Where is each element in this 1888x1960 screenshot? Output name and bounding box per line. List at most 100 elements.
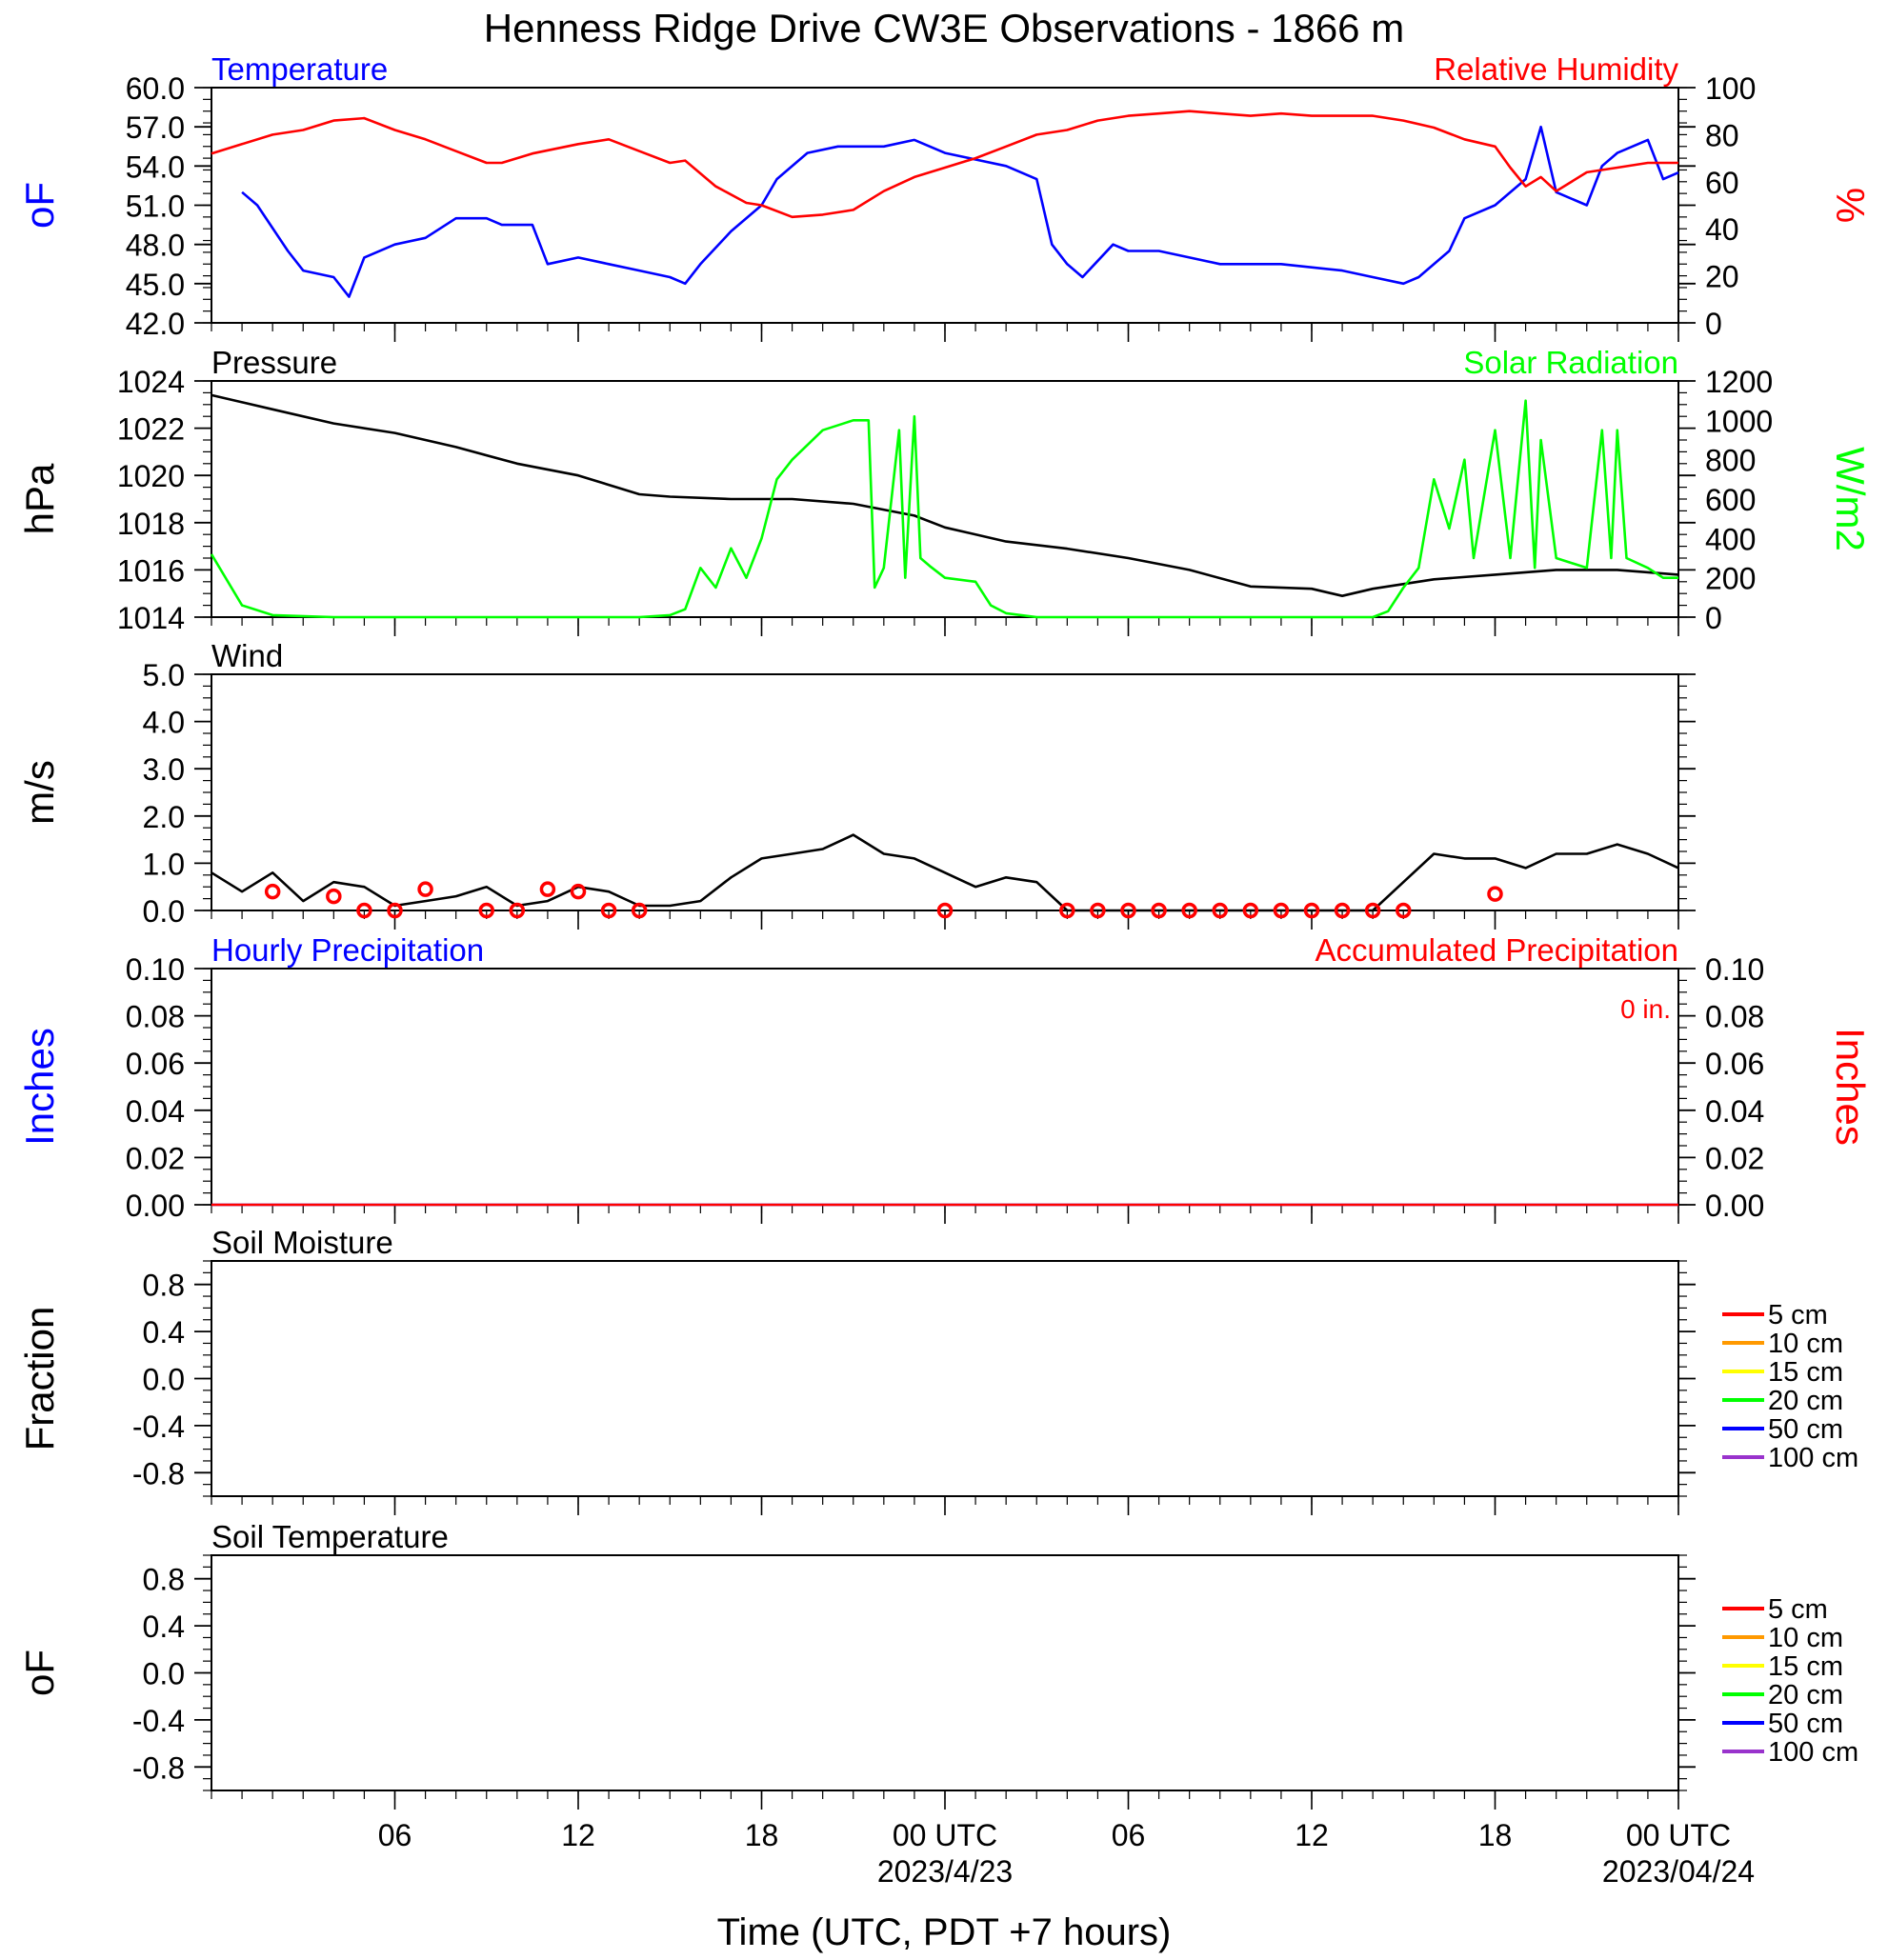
legend-label: 5 cm: [1768, 1300, 1828, 1330]
legend-label: 100 cm: [1768, 1737, 1858, 1768]
plot-frame: [211, 1260, 1679, 1497]
y-tick-label: -0.8: [132, 1456, 185, 1490]
y2-tick-label: 0.04: [1705, 1094, 1764, 1129]
x-tick-date: 2023/04/24: [1602, 1854, 1755, 1889]
plot-frame: [211, 673, 1679, 911]
wind-observation-marker: [1273, 902, 1290, 919]
panel-precipitation: 0.00 0.02 0.04 0.06 0.08 0.10 0.00 0.02 0.04 0.06…: [17, 932, 1873, 1224]
x-tick-label: 06: [378, 1818, 412, 1852]
y2-tick-label: 200: [1705, 562, 1756, 596]
y-tick-label: 54.0: [126, 150, 185, 184]
wind-observation-marker: [1487, 886, 1503, 902]
y-tick-label: 0.0: [143, 1363, 185, 1397]
wind-observation-marker: [1242, 902, 1259, 919]
wind-observation-marker: [1212, 902, 1228, 919]
legend-label: 15 cm: [1768, 1651, 1843, 1682]
y2-tick-label: 0.02: [1705, 1141, 1764, 1175]
y-tick-label: 3.0: [143, 752, 185, 787]
y-tick-label: 0.02: [126, 1141, 185, 1175]
y-tick-label: 57.0: [126, 110, 185, 145]
panel-pressure: 1014 1016 1018 1020 1022 1024 0 200 400 600 800 100…: [17, 345, 1873, 636]
wind-observation-marker: [1120, 902, 1136, 919]
y2-tick-label: 80: [1705, 118, 1739, 152]
wind-observation-marker: [1396, 902, 1412, 919]
wind-observation-marker: [326, 888, 342, 905]
panels: 42.0 45.0 48.0 51.0 54.0 57.0 60.0 0 20 40 60 80 100…: [17, 51, 1873, 1889]
y2-tick-label: 400: [1705, 522, 1756, 556]
y-axis-label-right: %: [1828, 188, 1873, 223]
y2-tick-label: 600: [1705, 483, 1756, 517]
y-axis-label-left: m/s: [17, 760, 62, 825]
panel-title-left: Soil Temperature: [211, 1519, 449, 1554]
y-tick-label: 0.4: [143, 1315, 185, 1350]
wind-observation-marker: [570, 883, 587, 900]
y-tick-label: 1022: [117, 412, 185, 447]
x-tick-label: 00 UTC: [1626, 1818, 1731, 1852]
panel-title-left: Wind: [211, 638, 283, 673]
wind-observation-marker: [1303, 902, 1320, 919]
y-tick-label: -0.8: [132, 1750, 185, 1785]
wind-observation-marker: [936, 902, 954, 919]
y-axis-label-right: W/m2: [1828, 447, 1873, 551]
legend-label: 100 cm: [1768, 1443, 1858, 1473]
wind-observation-marker: [1090, 902, 1106, 919]
panel-temperature: 42.0 45.0 48.0 51.0 54.0 57.0 60.0 0 20 40 60 80 100…: [17, 51, 1873, 342]
wind-observation-marker: [478, 902, 494, 919]
wind-observation-marker: [539, 881, 556, 897]
wind-observation-marker: [1364, 902, 1381, 919]
y-tick-label: 1014: [117, 601, 185, 635]
panel-title-left: Pressure: [211, 345, 337, 380]
wind-observation-marker: [264, 883, 281, 900]
x-tick-label: 18: [1478, 1818, 1513, 1852]
y-tick-label: 48.0: [126, 229, 185, 263]
panel-wind: 0.0 1.0 2.0 3.0 4.0 5.0 Wind m/s: [17, 638, 1696, 930]
y-tick-label: 0.0: [143, 894, 185, 929]
y-tick-label: 0.06: [126, 1047, 185, 1081]
y-tick-label: 0.04: [126, 1094, 185, 1129]
wind-observation-marker: [417, 881, 433, 897]
wind-observation-marker: [1181, 902, 1197, 919]
y2-tick-label: 100: [1705, 71, 1756, 106]
y-tick-label: 42.0: [126, 307, 185, 341]
y2-tick-label: 0: [1705, 307, 1722, 341]
y-tick-label: 1016: [117, 553, 185, 588]
y-tick-label: 0.4: [143, 1610, 185, 1644]
wind-observation-marker: [356, 902, 372, 919]
y2-tick-label: 0.06: [1705, 1047, 1764, 1081]
y2-tick-label: 20: [1705, 260, 1739, 294]
y-axis-label-right: Inches: [1828, 1028, 1873, 1146]
y-tick-label: 0.0: [143, 1657, 185, 1691]
wind-observation-marker: [1059, 902, 1075, 919]
y-axis-label-left: hPa: [17, 463, 62, 534]
y-axis-label-left: oF: [17, 182, 62, 229]
panel-annotation: 0 in.: [1620, 994, 1671, 1024]
y-axis-label-left: oF: [17, 1650, 62, 1696]
y-tick-label: -0.4: [132, 1410, 185, 1444]
y2-tick-label: 1000: [1705, 404, 1773, 438]
y-tick-label: 0.08: [126, 1000, 185, 1034]
y2-tick-label: 0.10: [1705, 952, 1764, 987]
series-line-relative-humidity: [211, 110, 1678, 219]
panel-soil_moisture: -0.8 -0.4 0.0 0.4 0.8 Soil Moisture Fraction 5 …: [17, 1225, 1858, 1515]
series-line-wind: [211, 833, 1679, 912]
wind-observation-marker: [1151, 902, 1167, 919]
legend-label: 50 cm: [1768, 1414, 1843, 1445]
x-tick-label: 12: [561, 1818, 595, 1852]
y2-tick-label: 40: [1705, 212, 1739, 247]
y2-tick-label: 0.08: [1705, 1000, 1764, 1034]
legend-label: 10 cm: [1768, 1329, 1843, 1359]
panel-title-right: Accumulated Precipitation: [1315, 932, 1678, 968]
series-line-solar-radiation: [210, 399, 1678, 619]
y-tick-label: 2.0: [143, 800, 185, 834]
panel-title-left: Temperature: [211, 51, 388, 87]
plot-frame: [211, 968, 1679, 1206]
panel-title-left: Soil Moisture: [211, 1225, 393, 1260]
y-tick-label: 1024: [117, 365, 185, 399]
wind-observation-marker: [1334, 902, 1351, 919]
panel-title-right: Relative Humidity: [1434, 51, 1678, 87]
figure-title: Henness Ridge Drive CW3E Observations - …: [484, 6, 1404, 50]
x-tick-label: 12: [1295, 1818, 1329, 1852]
plot-frame: [211, 87, 1679, 324]
y-tick-label: -0.4: [132, 1704, 185, 1738]
wind-observation-marker: [631, 902, 648, 919]
